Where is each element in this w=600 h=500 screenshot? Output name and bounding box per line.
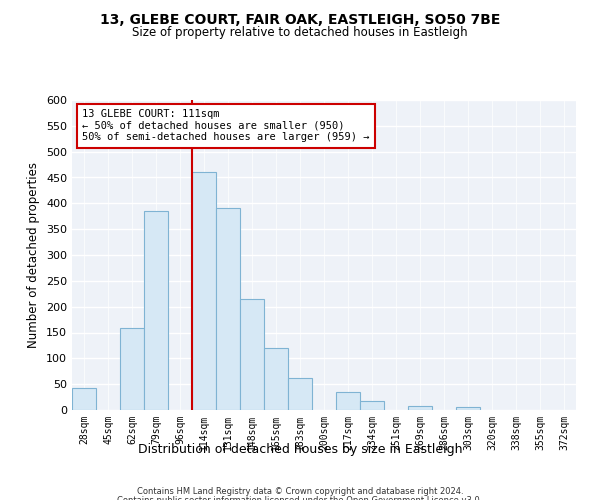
Text: Contains public sector information licensed under the Open Government Licence v3: Contains public sector information licen… [118,496,482,500]
Text: Distribution of detached houses by size in Eastleigh: Distribution of detached houses by size … [138,442,462,456]
Bar [240,299,264,410]
Bar [264,348,288,410]
Text: 13, GLEBE COURT, FAIR OAK, EASTLEIGH, SO50 7BE: 13, GLEBE COURT, FAIR OAK, EASTLEIGH, SO… [100,12,500,26]
Text: Contains HM Land Registry data © Crown copyright and database right 2024.: Contains HM Land Registry data © Crown c… [137,488,463,496]
Bar [360,400,384,410]
Bar [192,172,216,410]
Bar [456,408,480,410]
Text: Size of property relative to detached houses in Eastleigh: Size of property relative to detached ho… [132,26,468,39]
Bar [408,406,432,410]
Bar [144,211,168,410]
Bar [288,378,312,410]
Bar [72,388,96,410]
Y-axis label: Number of detached properties: Number of detached properties [28,162,40,348]
Text: 13 GLEBE COURT: 111sqm
← 50% of detached houses are smaller (950)
50% of semi-de: 13 GLEBE COURT: 111sqm ← 50% of detached… [82,110,370,142]
Bar [336,392,360,410]
Bar [120,328,144,410]
Bar [216,208,240,410]
